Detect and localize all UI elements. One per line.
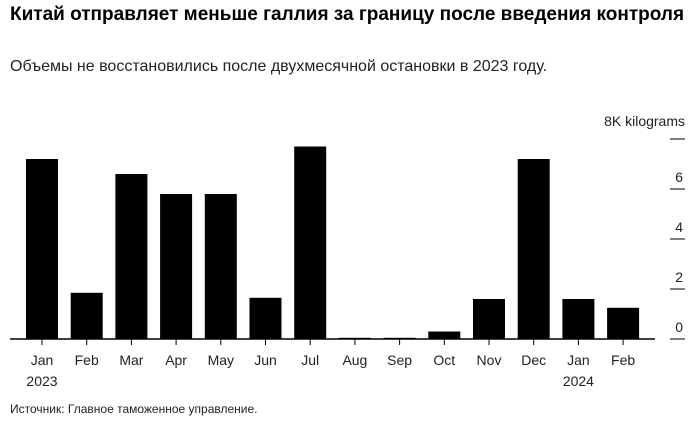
x-tick-label: Feb (611, 352, 635, 368)
bar-feb-1 (70, 292, 103, 340)
bar-dec-11 (517, 159, 550, 339)
x-tick-label: Dec (521, 352, 546, 368)
bar-may-4 (204, 194, 237, 339)
x-tick-label: Aug (342, 352, 367, 368)
chart-subtitle: Объемы не восстановились после двухмесяч… (10, 58, 548, 75)
x-tick-label: Jul (301, 352, 319, 368)
x-tick-label: Oct (433, 352, 455, 368)
bars-group (26, 146, 640, 340)
x-tick-label: Mar (119, 352, 143, 368)
x-tick-label: Jan (31, 352, 54, 368)
bar-jul-6 (294, 146, 327, 339)
x-tick-label: Feb (75, 352, 99, 368)
source-note: Источник: Главное таможенное управление. (10, 402, 258, 416)
bar-oct-9 (428, 331, 461, 339)
x-year-label: 2024 (563, 373, 594, 389)
x-axis-labels: Jan 2023 Feb Mar Apr May Jun Jul Aug Sep Oct Nov Dec… (26, 339, 635, 389)
y-axis: 0 2 4 6 (670, 138, 685, 340)
x-tick-label: Nov (477, 352, 502, 368)
x-tick-label: Sep (387, 352, 412, 368)
x-tick-label: May (208, 352, 234, 368)
y-tick-label: 6 (675, 169, 683, 185)
x-year-label: 2023 (26, 373, 57, 389)
bar-jan-0 (26, 159, 58, 339)
y-tick-label: 0 (675, 319, 683, 335)
x-tick-label: Jun (254, 352, 277, 368)
bar-mar-2 (115, 174, 148, 339)
y-unit-label: 8K kilograms (604, 113, 685, 129)
x-tick-label: Apr (165, 352, 187, 368)
bar-apr-3 (160, 194, 193, 339)
bar-jun-5 (249, 297, 282, 340)
bar-feb-13 (607, 307, 640, 340)
y-tick-label: 4 (675, 219, 683, 235)
bar-chart: 8K kilograms Jan 2023 Feb Mar Apr May Jun Jul Au… (10, 113, 685, 389)
bar-jan-12 (562, 299, 595, 339)
x-tick-label: Jan (567, 352, 590, 368)
y-tick-label: 2 (675, 269, 683, 285)
bar-nov-10 (473, 299, 505, 339)
chart-title: Китай отправляет меньше галлия за границ… (10, 4, 685, 25)
